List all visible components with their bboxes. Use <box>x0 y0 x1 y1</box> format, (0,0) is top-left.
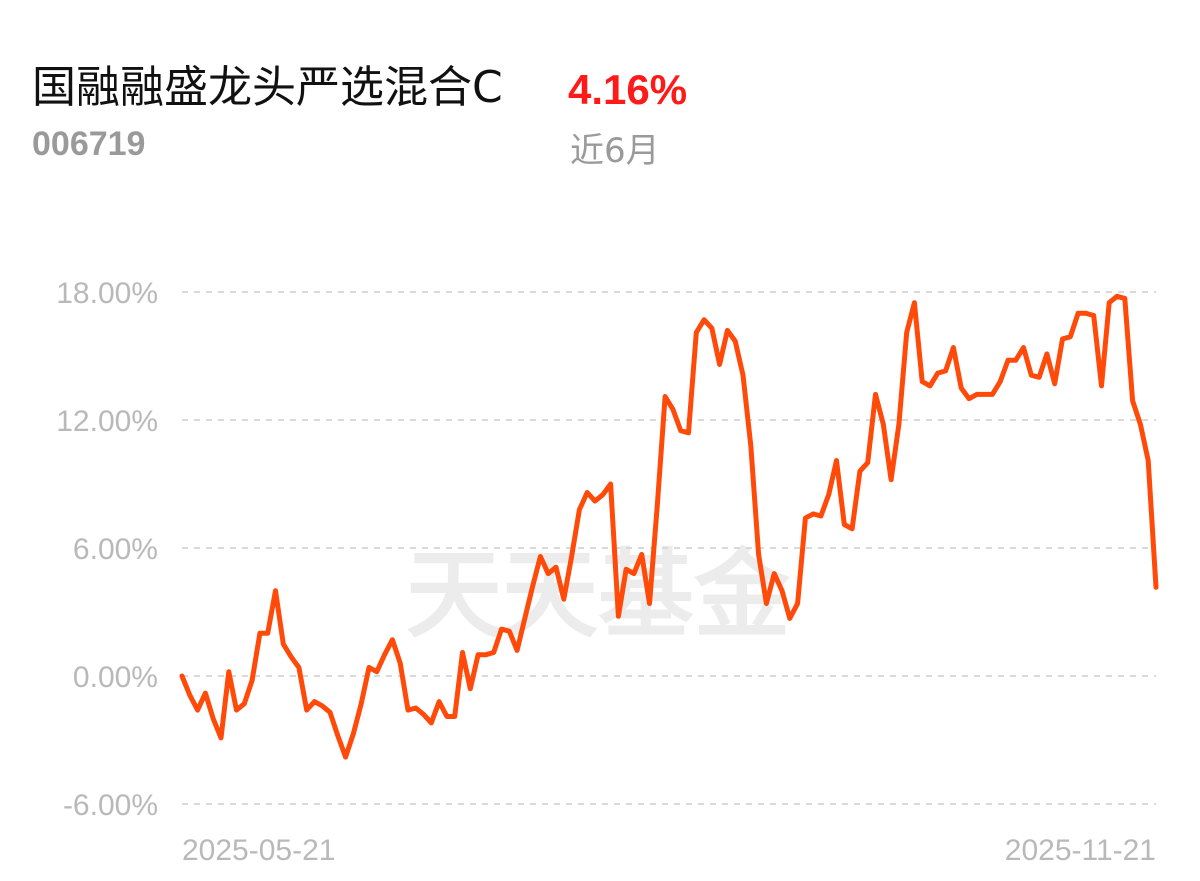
x-tick-label: 2025-11-21 <box>1005 834 1156 867</box>
watermark: 天天基金 <box>406 538 791 651</box>
y-tick-label: -6.00% <box>63 789 158 822</box>
y-tick-label: 0.00% <box>73 661 158 694</box>
y-tick-label: 18.00% <box>56 277 158 310</box>
series-line <box>179 293 1159 760</box>
period-label[interactable]: 近6月 <box>570 131 660 171</box>
x-tick-label: 2025-05-21 <box>182 834 335 867</box>
series-layer <box>179 293 1159 760</box>
fund-code: 006719 <box>32 125 146 163</box>
return-value: 4.16% <box>568 66 688 113</box>
x-axis: 2025-05-21 2025-11-21 <box>182 834 1156 867</box>
y-axis: 18.00% 12.00% 6.00% 0.00% -6.00% <box>56 277 158 822</box>
y-tick-label: 12.00% <box>56 405 158 438</box>
y-tick-label: 6.00% <box>73 533 158 566</box>
fund-name: 国融融盛龙头严选混合C <box>32 62 503 113</box>
